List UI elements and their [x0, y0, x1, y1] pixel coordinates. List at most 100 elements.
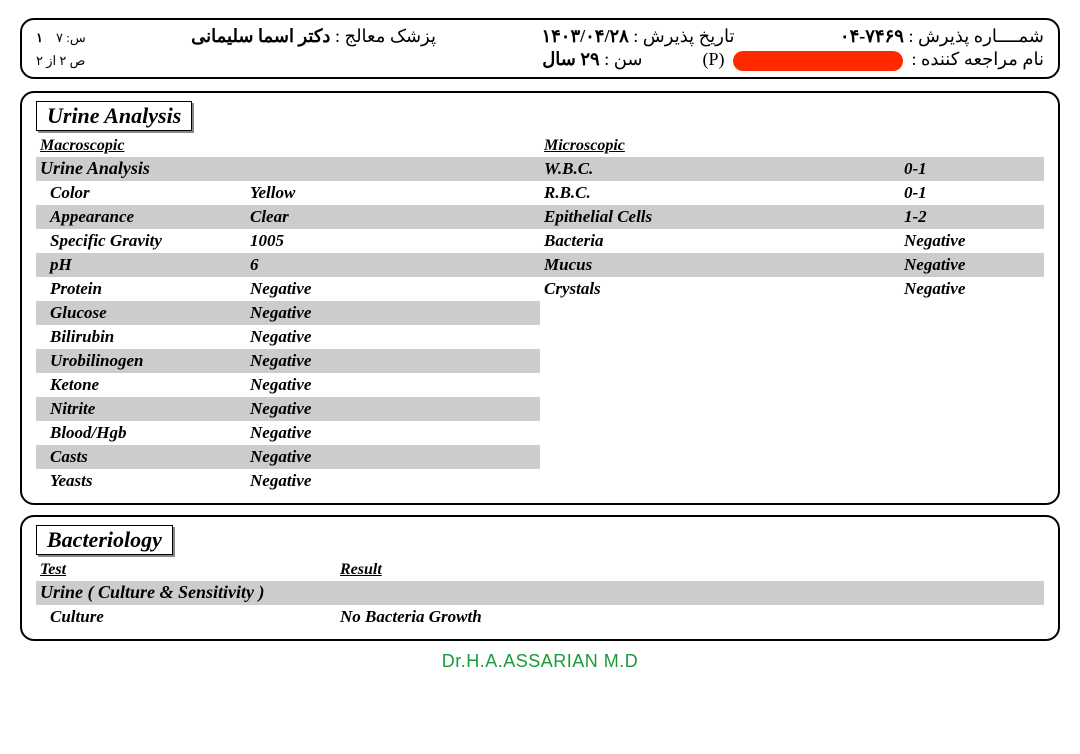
row-value: Negative	[250, 303, 536, 323]
row-label: Appearance	[40, 207, 250, 227]
urine-group-title: Urine Analysis	[36, 157, 540, 181]
row-value: Negative	[250, 399, 536, 419]
bact-group-title: Urine ( Culture & Sensitivity )	[36, 581, 1044, 605]
header-row-1: شمــــاره پذیرش : ۷۴۶۹-۰۴ تاریخ پذیرش : …	[36, 26, 1044, 47]
bact-headers: Test Result	[36, 559, 1044, 581]
table-row: AppearanceClear	[36, 205, 540, 229]
row-label: Glucose	[40, 303, 250, 323]
row-value: Negative	[904, 279, 1040, 299]
row-label: R.B.C.	[544, 183, 904, 203]
row-label: Urobilinogen	[40, 351, 250, 371]
macroscopic-header: Macroscopic	[36, 135, 540, 157]
age-value: ۲۹ سال	[542, 49, 600, 69]
table-row: Blood/HgbNegative	[36, 421, 540, 445]
row-label: Bilirubin	[40, 327, 250, 347]
page-of: ص ۲ از ۲	[36, 53, 85, 69]
bact-rows-container: CultureNo Bacteria Growth	[36, 605, 1044, 629]
table-row: ColorYellow	[36, 181, 540, 205]
row-value: Negative	[250, 279, 536, 299]
macroscopic-column: Macroscopic Urine Analysis ColorYellowAp…	[36, 135, 540, 493]
bact-test-header: Test	[36, 559, 336, 581]
age-label: سن :	[604, 49, 642, 69]
table-row: BilirubinNegative	[36, 325, 540, 349]
row-value: Negative	[250, 351, 536, 371]
bact-result-header: Result	[336, 559, 382, 581]
page-num: ۱	[36, 30, 43, 45]
table-row: NitriteNegative	[36, 397, 540, 421]
macro-rows-container: ColorYellowAppearanceClearSpecific Gravi…	[36, 181, 540, 493]
page-s-value: ۷	[56, 30, 63, 45]
row-label: Ketone	[40, 375, 250, 395]
physician-value: دکتر اسما سلیمانی	[191, 26, 330, 46]
row-value: Negative	[250, 447, 536, 467]
microscopic-column: Microscopic W.B.C.0-1R.B.C.0-1Epithelial…	[540, 135, 1044, 493]
table-row: YeastsNegative	[36, 469, 540, 493]
table-row: R.B.C.0-1	[540, 181, 1044, 205]
reception-no-label: شمــــاره پذیرش :	[908, 26, 1044, 46]
micro-rows-container: W.B.C.0-1R.B.C.0-1Epithelial Cells1-2Bac…	[540, 157, 1044, 301]
row-value: Negative	[250, 327, 536, 347]
row-label: Yeasts	[40, 471, 250, 491]
row-value: 0-1	[904, 183, 1040, 203]
reception-date-value: ۱۴۰۳/۰۴/۲۸	[541, 26, 628, 46]
row-label: Epithelial Cells	[544, 207, 904, 227]
microscopic-header: Microscopic	[540, 135, 1044, 157]
urine-analysis-panel: Urine Analysis Macroscopic Urine Analysi…	[20, 91, 1060, 505]
bacteriology-panel: Bacteriology Test Result Urine ( Culture…	[20, 515, 1060, 641]
reception-date-label: تاریخ پذیرش :	[633, 26, 734, 46]
table-row: CastsNegative	[36, 445, 540, 469]
table-row: Epithelial Cells1-2	[540, 205, 1044, 229]
row-label: Specific Gravity	[40, 231, 250, 251]
reception-no-field: شمــــاره پذیرش : ۷۴۶۹-۰۴	[840, 26, 1044, 47]
page-s-label: س:	[66, 30, 85, 45]
table-row: MucusNegative	[540, 253, 1044, 277]
row-label: Culture	[40, 607, 340, 627]
row-value: Yellow	[250, 183, 536, 203]
row-value: Negative	[250, 375, 536, 395]
urine-section-title: Urine Analysis	[36, 101, 192, 131]
table-row: CultureNo Bacteria Growth	[36, 605, 1044, 629]
row-label: W.B.C.	[544, 159, 904, 179]
row-label: Mucus	[544, 255, 904, 275]
row-label: Blood/Hgb	[40, 423, 250, 443]
doctor-signature: Dr.H.A.ASSARIAN M.D	[20, 651, 1060, 672]
physician-label: پزشک معالج :	[335, 26, 436, 46]
table-row: KetoneNegative	[36, 373, 540, 397]
row-value: Clear	[250, 207, 536, 227]
row-label: Crystals	[544, 279, 904, 299]
row-value: 6	[250, 255, 536, 275]
urine-columns: Macroscopic Urine Analysis ColorYellowAp…	[36, 135, 1044, 493]
patient-header: شمــــاره پذیرش : ۷۴۶۹-۰۴ تاریخ پذیرش : …	[20, 18, 1060, 79]
row-value: 1-2	[904, 207, 1040, 227]
header-row-2: نام مراجعه کننده : (P) سن : ۲۹ سال ص ۲ ا…	[36, 49, 1044, 71]
row-value: 0-1	[904, 159, 1040, 179]
redacted-name	[733, 51, 903, 71]
row-label: Color	[40, 183, 250, 203]
reception-date-field: تاریخ پذیرش : ۱۴۰۳/۰۴/۲۸	[541, 26, 734, 47]
row-label: Protein	[40, 279, 250, 299]
bacteriology-section-title: Bacteriology	[36, 525, 173, 555]
table-row: pH6	[36, 253, 540, 277]
row-label: Bacteria	[544, 231, 904, 251]
table-row: Specific Gravity1005	[36, 229, 540, 253]
row-value: Negative	[904, 255, 1040, 275]
row-label: Nitrite	[40, 399, 250, 419]
table-row: BacteriaNegative	[540, 229, 1044, 253]
row-label: pH	[40, 255, 250, 275]
row-label: Casts	[40, 447, 250, 467]
patient-label: نام مراجعه کننده :	[912, 49, 1045, 69]
physician-field: پزشک معالج : دکتر اسما سلیمانی	[191, 26, 436, 47]
table-row: W.B.C.0-1	[540, 157, 1044, 181]
row-value: Negative	[250, 471, 536, 491]
table-row: ProteinNegative	[36, 277, 540, 301]
table-row: UrobilinogenNegative	[36, 349, 540, 373]
row-value: 1005	[250, 231, 536, 251]
patient-field: نام مراجعه کننده : (P)	[702, 49, 1044, 71]
table-row: CrystalsNegative	[540, 277, 1044, 301]
table-row: GlucoseNegative	[36, 301, 540, 325]
age-field: سن : ۲۹ سال	[542, 49, 642, 70]
row-value: Negative	[904, 231, 1040, 251]
row-value: Negative	[250, 423, 536, 443]
patient-suffix: (P)	[702, 49, 724, 69]
reception-no-value: ۷۴۶۹-۰۴	[840, 26, 904, 46]
